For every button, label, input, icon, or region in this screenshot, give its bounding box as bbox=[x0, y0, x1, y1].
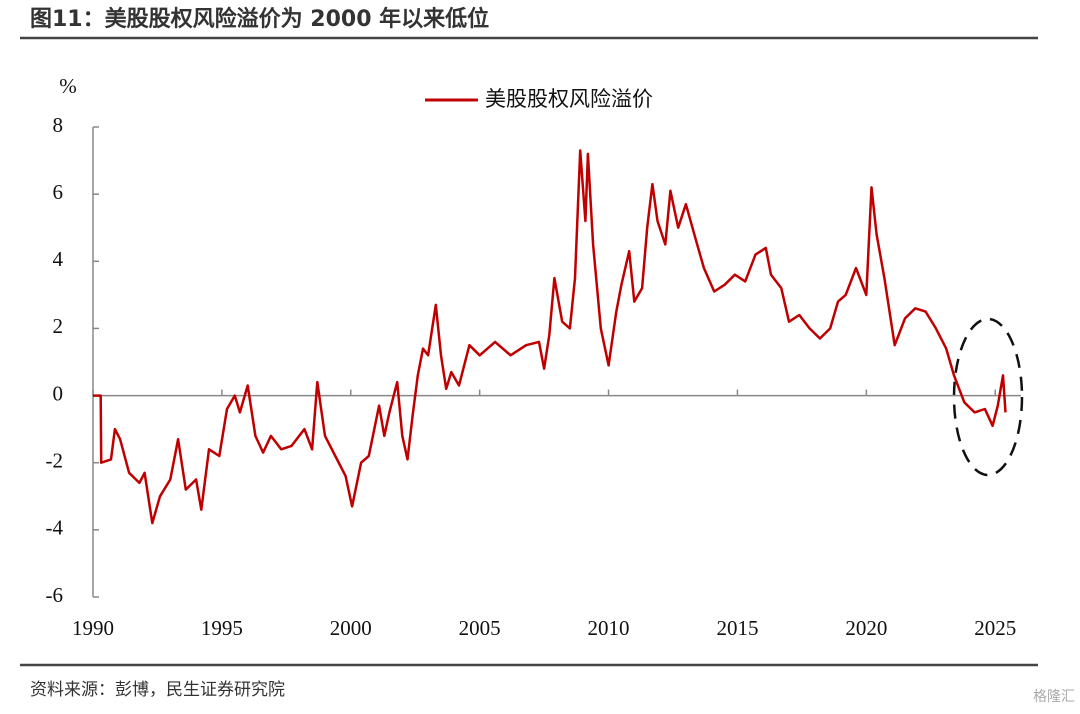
x-tick-label: 1990 bbox=[72, 616, 114, 640]
x-tick-label: 1995 bbox=[201, 616, 243, 640]
x-tick-label: 2000 bbox=[330, 616, 372, 640]
y-tick-label: -4 bbox=[46, 516, 64, 540]
chart-title: 图11：美股股权风险溢价为 2000 年以来低位 bbox=[30, 6, 489, 32]
watermark: 格隆汇 bbox=[1033, 689, 1075, 705]
series-line bbox=[93, 149, 1007, 525]
legend-label: 美股股权风险溢价 bbox=[485, 87, 653, 111]
x-tick-label: 2005 bbox=[459, 616, 501, 640]
highlight-ellipse bbox=[952, 317, 1024, 477]
y-tick-label: 8 bbox=[53, 113, 64, 137]
y-tick-label: 6 bbox=[53, 180, 64, 204]
x-tick-label: 2025 bbox=[974, 616, 1016, 640]
x-tick-label: 2020 bbox=[845, 616, 887, 640]
y-unit: % bbox=[59, 74, 77, 98]
y-tick-label: 4 bbox=[53, 247, 64, 271]
y-tick-label: -6 bbox=[46, 583, 64, 607]
source: 资料来源：彭博，民生证券研究院 bbox=[30, 680, 285, 700]
x-tick-label: 2010 bbox=[588, 616, 630, 640]
y-tick-label: -2 bbox=[46, 449, 64, 473]
y-tick-label: 0 bbox=[53, 381, 64, 405]
x-tick-label: 2015 bbox=[716, 616, 758, 640]
y-tick-label: 2 bbox=[53, 314, 64, 338]
